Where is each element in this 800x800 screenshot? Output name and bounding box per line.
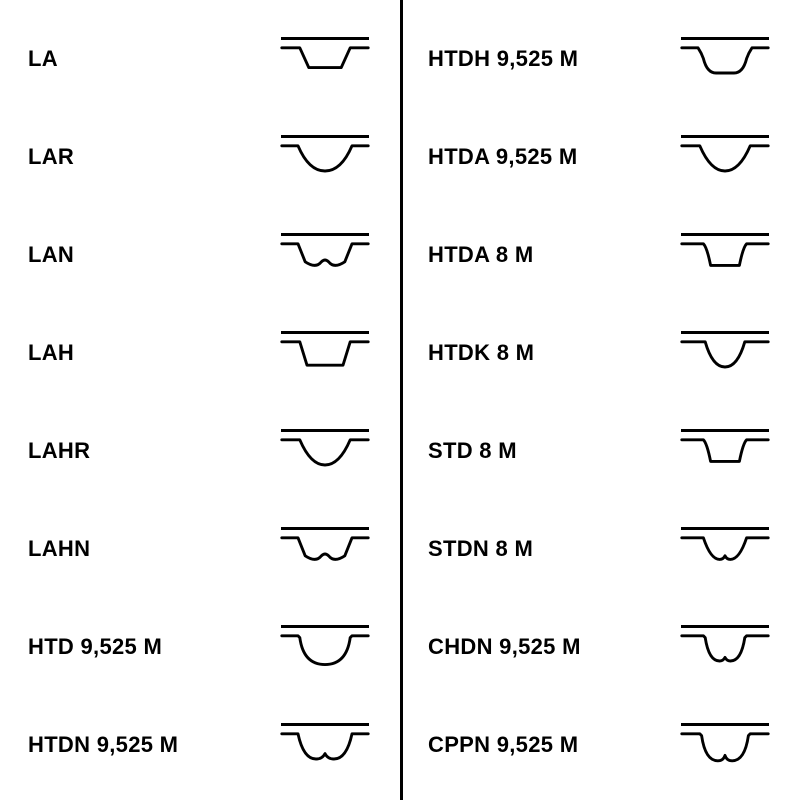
profile-label: HTDN 9,525 M bbox=[28, 732, 270, 758]
belt-back-line bbox=[681, 37, 769, 40]
profile-label: LAR bbox=[28, 144, 270, 170]
profile-row: STD 8 M bbox=[400, 402, 800, 500]
profile-row: CHDN 9,525 M bbox=[400, 598, 800, 696]
belt-back-line bbox=[681, 331, 769, 334]
tooth-profile-icon bbox=[677, 46, 773, 82]
profile-row: LAH bbox=[0, 304, 400, 402]
belt-back-line bbox=[281, 429, 369, 432]
tooth-profile-icon bbox=[277, 242, 373, 278]
tooth-profile-icon bbox=[277, 144, 373, 180]
profile-icon bbox=[270, 24, 380, 94]
belt-back-line bbox=[681, 723, 769, 726]
belt-back-line bbox=[281, 135, 369, 138]
tooth-profile-icon bbox=[277, 438, 373, 474]
tooth-profile-icon bbox=[277, 732, 373, 768]
profile-icon bbox=[270, 220, 380, 290]
profile-row: LAN bbox=[0, 206, 400, 304]
profile-icon bbox=[670, 710, 780, 780]
tooth-profile-icon bbox=[677, 438, 773, 474]
profile-row: HTDA 8 M bbox=[400, 206, 800, 304]
profile-chart: LA LAR LAN LAH bbox=[0, 0, 800, 800]
profile-icon bbox=[270, 710, 380, 780]
profile-row: LA bbox=[0, 10, 400, 108]
tooth-profile-icon bbox=[677, 144, 773, 180]
profile-icon bbox=[270, 318, 380, 388]
profile-icon bbox=[270, 416, 380, 486]
belt-back-line bbox=[681, 527, 769, 530]
profile-row: LAHR bbox=[0, 402, 400, 500]
belt-back-line bbox=[681, 233, 769, 236]
belt-back-line bbox=[681, 135, 769, 138]
profile-row: LAHN bbox=[0, 500, 400, 598]
profile-label: HTDA 9,525 M bbox=[428, 144, 670, 170]
profile-icon bbox=[270, 514, 380, 584]
profile-label: CPPN 9,525 M bbox=[428, 732, 670, 758]
profile-row: HTD 9,525 M bbox=[0, 598, 400, 696]
tooth-profile-icon bbox=[277, 340, 373, 376]
profile-row: STDN 8 M bbox=[400, 500, 800, 598]
profile-row: LAR bbox=[0, 108, 400, 206]
profile-icon bbox=[670, 24, 780, 94]
profile-label: LAHR bbox=[28, 438, 270, 464]
tooth-profile-icon bbox=[277, 536, 373, 572]
profile-row: HTDK 8 M bbox=[400, 304, 800, 402]
profile-icon bbox=[670, 318, 780, 388]
belt-back-line bbox=[281, 527, 369, 530]
belt-back-line bbox=[281, 723, 369, 726]
profile-row: HTDH 9,525 M bbox=[400, 10, 800, 108]
belt-back-line bbox=[281, 233, 369, 236]
profile-label: HTDA 8 M bbox=[428, 242, 670, 268]
tooth-profile-icon bbox=[677, 242, 773, 278]
profile-icon bbox=[670, 514, 780, 584]
profile-icon bbox=[670, 122, 780, 192]
column-divider bbox=[400, 0, 403, 800]
profile-icon bbox=[270, 612, 380, 682]
profile-label: HTDK 8 M bbox=[428, 340, 670, 366]
profile-row: HTDN 9,525 M bbox=[0, 696, 400, 794]
profile-icon bbox=[670, 220, 780, 290]
tooth-profile-icon bbox=[677, 732, 773, 768]
left-column: LA LAR LAN LAH bbox=[0, 0, 400, 800]
belt-back-line bbox=[281, 37, 369, 40]
tooth-profile-icon bbox=[277, 634, 373, 670]
profile-label: LA bbox=[28, 46, 270, 72]
belt-back-line bbox=[281, 331, 369, 334]
tooth-profile-icon bbox=[277, 46, 373, 82]
belt-back-line bbox=[681, 429, 769, 432]
profile-label: LAHN bbox=[28, 536, 270, 562]
profile-row: CPPN 9,525 M bbox=[400, 696, 800, 794]
profile-label: STD 8 M bbox=[428, 438, 670, 464]
tooth-profile-icon bbox=[677, 340, 773, 376]
profile-label: STDN 8 M bbox=[428, 536, 670, 562]
profile-label: LAN bbox=[28, 242, 270, 268]
profile-label: LAH bbox=[28, 340, 270, 366]
profile-icon bbox=[670, 416, 780, 486]
tooth-profile-icon bbox=[677, 536, 773, 572]
right-column: HTDH 9,525 M HTDA 9,525 M HTDA 8 M HTDK … bbox=[400, 0, 800, 800]
tooth-profile-icon bbox=[677, 634, 773, 670]
profile-row: HTDA 9,525 M bbox=[400, 108, 800, 206]
profile-label: HTD 9,525 M bbox=[28, 634, 270, 660]
profile-icon bbox=[670, 612, 780, 682]
profile-icon bbox=[270, 122, 380, 192]
profile-label: HTDH 9,525 M bbox=[428, 46, 670, 72]
belt-back-line bbox=[681, 625, 769, 628]
profile-label: CHDN 9,525 M bbox=[428, 634, 670, 660]
belt-back-line bbox=[281, 625, 369, 628]
